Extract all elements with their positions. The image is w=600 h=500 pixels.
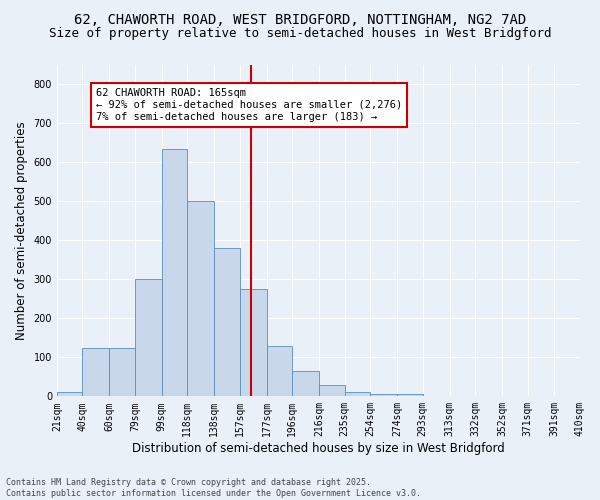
Bar	[187, 202, 214, 396]
Bar	[344, 392, 370, 396]
Text: Contains HM Land Registry data © Crown copyright and database right 2025.
Contai: Contains HM Land Registry data © Crown c…	[6, 478, 421, 498]
X-axis label: Distribution of semi-detached houses by size in West Bridgford: Distribution of semi-detached houses by …	[132, 442, 505, 455]
Bar	[240, 289, 266, 397]
Bar	[266, 346, 292, 397]
Bar	[82, 348, 109, 397]
Bar	[57, 392, 82, 396]
Bar	[109, 348, 135, 397]
Bar	[397, 394, 422, 396]
Bar	[319, 384, 344, 396]
Text: 62 CHAWORTH ROAD: 165sqm
← 92% of semi-detached houses are smaller (2,276)
7% of: 62 CHAWORTH ROAD: 165sqm ← 92% of semi-d…	[96, 88, 402, 122]
Bar	[370, 394, 397, 396]
Bar	[162, 149, 187, 396]
Text: 62, CHAWORTH ROAD, WEST BRIDGFORD, NOTTINGHAM, NG2 7AD: 62, CHAWORTH ROAD, WEST BRIDGFORD, NOTTI…	[74, 12, 526, 26]
Text: Size of property relative to semi-detached houses in West Bridgford: Size of property relative to semi-detach…	[49, 28, 551, 40]
Bar	[214, 248, 240, 396]
Bar	[135, 280, 162, 396]
Bar	[292, 371, 319, 396]
Y-axis label: Number of semi-detached properties: Number of semi-detached properties	[15, 122, 28, 340]
